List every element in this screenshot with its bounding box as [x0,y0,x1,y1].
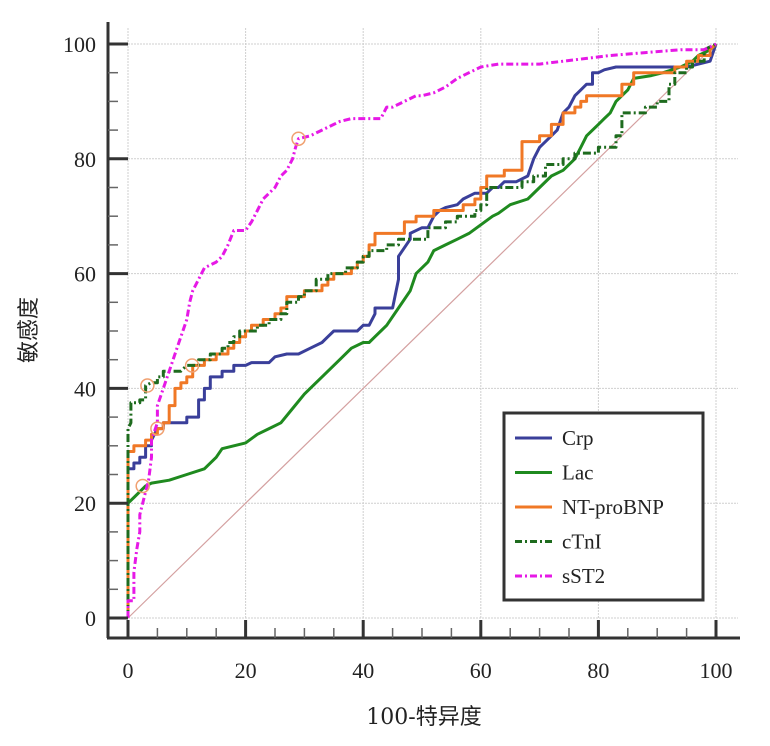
y-tick-labels: 0 20 40 60 80 100 [63,32,96,631]
reference-diagonal-line [127,43,717,619]
series-line-ctni [126,42,717,618]
axes [106,22,740,640]
x-tick-label: 80 [587,658,609,683]
x-axis-title: 100-特异度 [366,705,481,730]
legend-label: Crp [562,426,594,450]
series-line-crp [126,43,718,618]
x-tick-label: 0 [123,658,134,683]
x-tick-label: 60 [470,658,492,683]
legend-label: cTnI [562,530,602,554]
cutoff-marker-lac [135,478,150,494]
series-line-nt-probnp [126,42,718,618]
y-tick-label: 60 [74,262,96,287]
x-tick-labels: 0 20 40 60 80 100 [123,658,733,683]
x-tick-label: 40 [352,658,374,683]
x-tick-label: 100 [700,658,733,683]
cutoff-marker-crp [150,421,165,436]
series-line-lac [126,42,718,618]
series-layer [126,42,718,618]
y-tick-label: 80 [74,147,96,172]
cutoff-marker-ctni [140,378,155,393]
legend-label: sST2 [562,564,605,588]
y-axis-title: 敏感度 [17,297,42,363]
y-tick-label: 0 [85,606,96,631]
y-tick-label: 20 [74,491,96,516]
series-line-sst2 [126,42,717,618]
marker-layer [135,131,306,494]
legend-label: NT-proBNP [562,495,664,519]
legend: Crp Lac NT-proBNP cTnI sST2 [502,411,705,602]
y-tick-label: 40 [74,376,96,401]
x-tick-label: 20 [235,658,257,683]
cutoff-marker-sst2 [291,131,306,146]
cutoff-marker-nt-probnp [184,358,200,373]
y-tick-label: 100 [63,32,96,57]
legend-label: Lac [562,461,593,485]
